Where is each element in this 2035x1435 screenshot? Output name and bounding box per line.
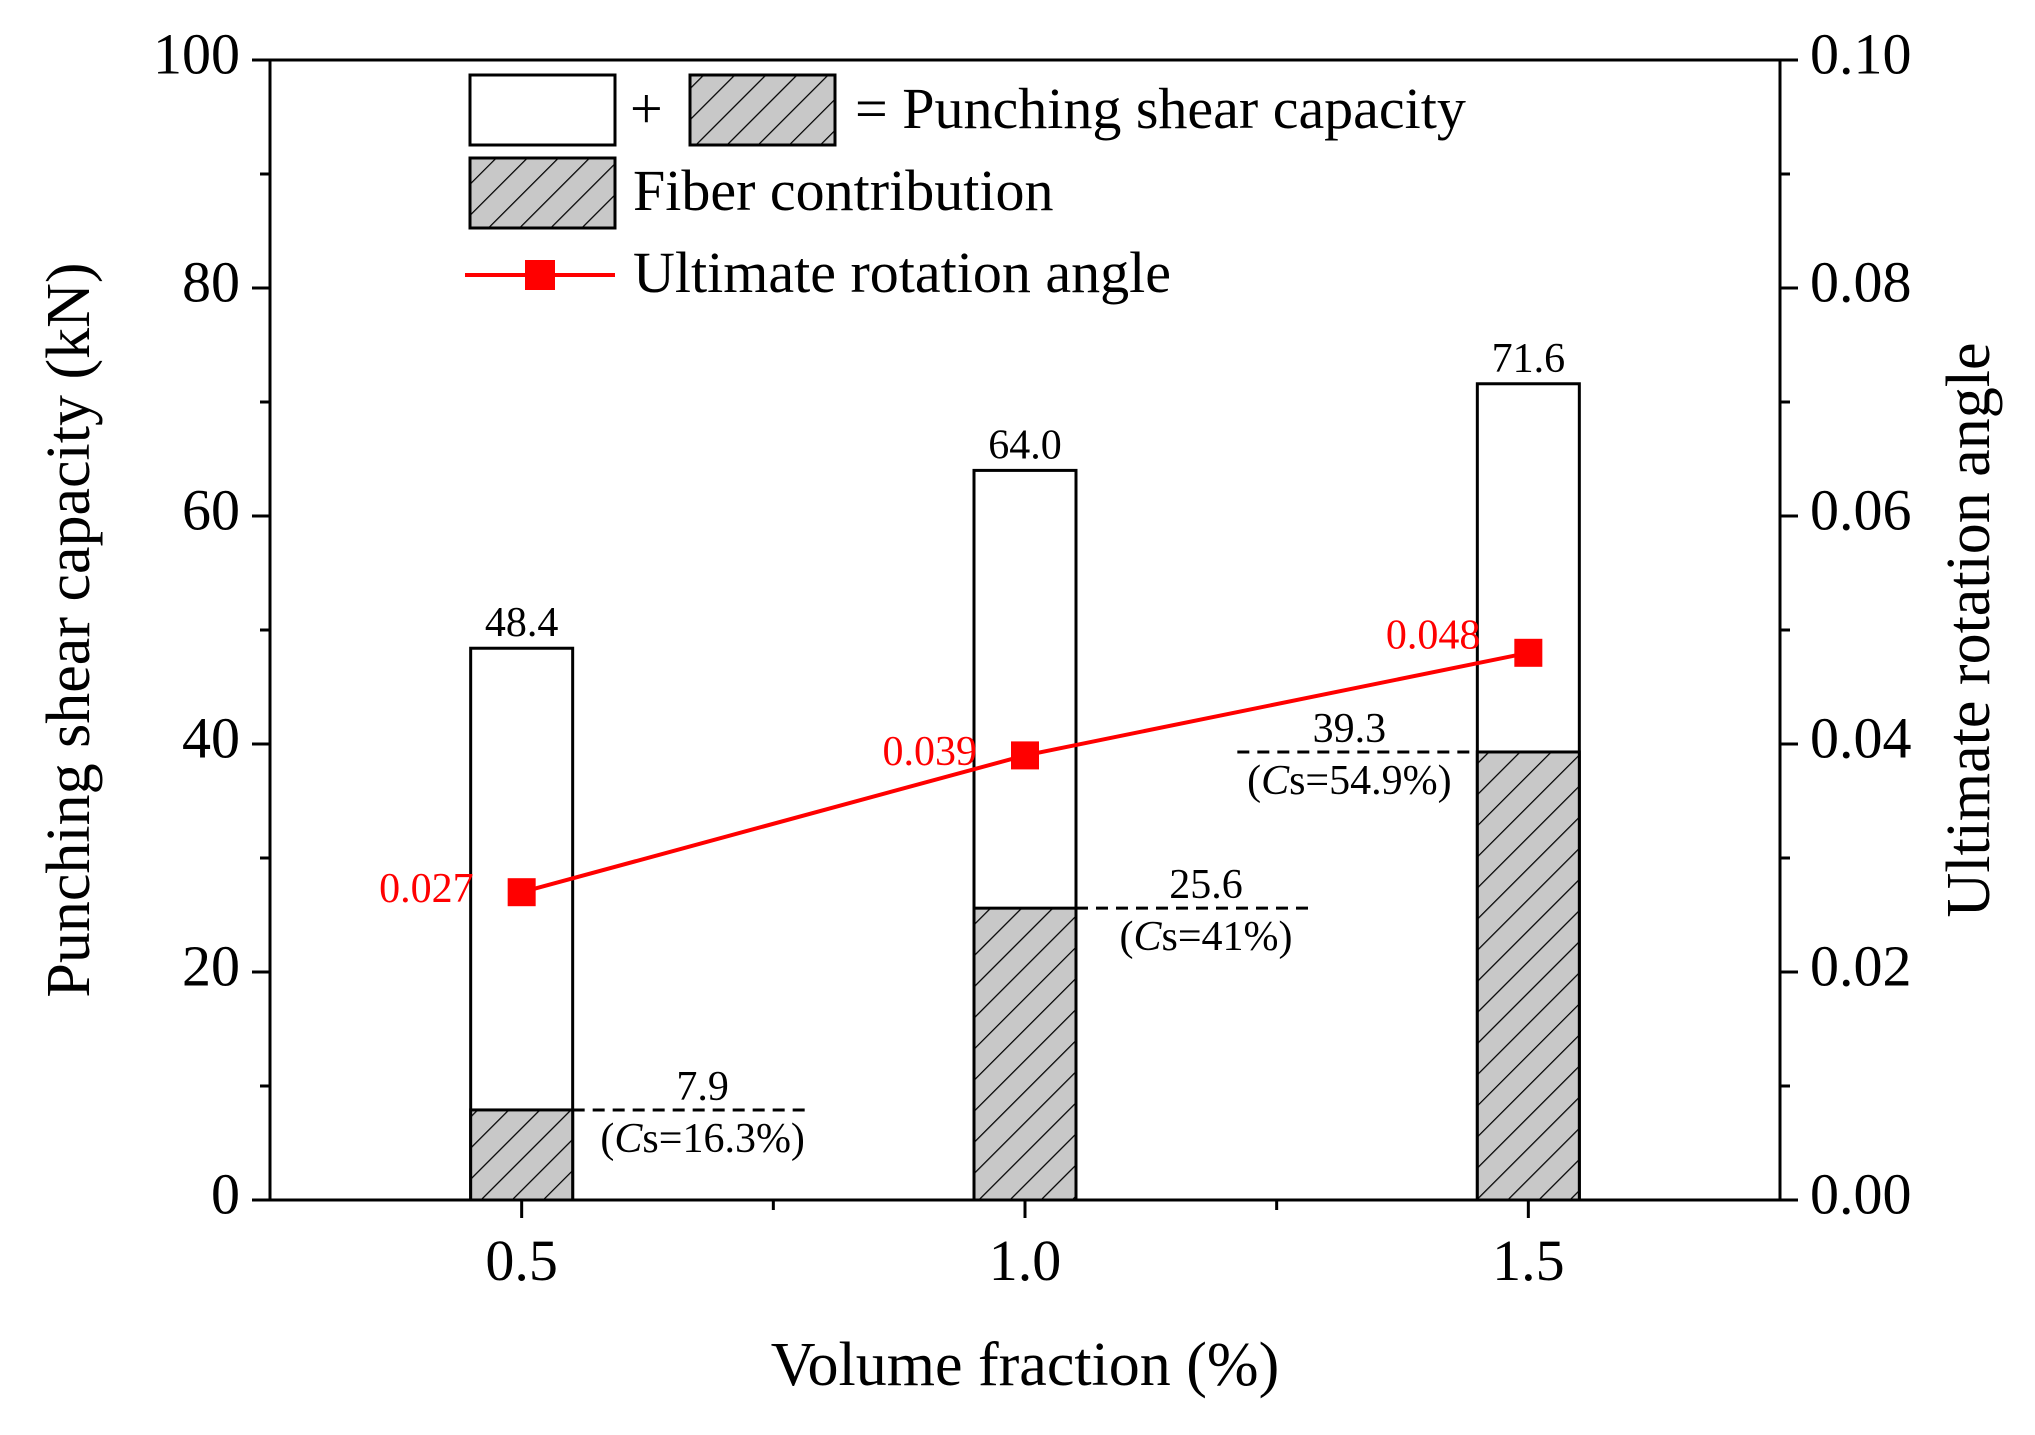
legend: + = Punching shear capacity Fiber contri… [465, 73, 1466, 305]
x-tick-label: 1.5 [1492, 1228, 1565, 1293]
y-tick-label: 60 [182, 477, 240, 542]
y-tick-label: 20 [182, 933, 240, 998]
bar-fiber-label: 7.9 [676, 1064, 729, 1110]
y2-axis-title: Ultimate rotation angle [1935, 342, 2003, 917]
ticks-layer: 0 20 40 60 80 100 0.00 0.02 0.04 0.06 0.08 0.10 0.5 1… [153, 21, 1912, 1293]
legend-fiber-swatch [468, 156, 617, 230]
y-tick-label: 80 [182, 249, 240, 314]
cs-label: (Cs=54.9%) [1247, 758, 1452, 804]
line-layer: 0.027 0.039 0.048 [379, 612, 1543, 912]
bar-total-label: 64.0 [988, 422, 1062, 468]
bar-fiber-label: 39.3 [1313, 706, 1387, 752]
x-axis-title: Volume fraction (%) [771, 1331, 1279, 1399]
y2-tick-label: 0.00 [1810, 1161, 1912, 1226]
x-tick-label: 1.0 [989, 1228, 1062, 1293]
y2-tick-label: 0.02 [1810, 933, 1912, 998]
bar-total-label: 71.6 [1492, 336, 1566, 382]
y-tick-label: 40 [182, 705, 240, 770]
angle-label: 0.048 [1386, 612, 1481, 658]
cs-label: (Cs=16.3%) [600, 1116, 805, 1162]
angle-label: 0.039 [883, 729, 978, 775]
legend-total-text: = Punching shear capacity [855, 76, 1466, 141]
legend-angle-marker [525, 260, 555, 290]
y2-tick-label: 0.08 [1810, 249, 1912, 314]
bar-total-label: 48.4 [485, 600, 559, 646]
angle-label: 0.027 [379, 866, 474, 912]
legend-fiber-swatch-small [688, 73, 837, 147]
angle-marker [1514, 638, 1543, 667]
x-tick-label: 0.5 [485, 1228, 558, 1293]
bar-fiber [1475, 750, 1581, 1202]
bar-total [469, 646, 575, 1202]
y-tick-label: 0 [211, 1161, 240, 1226]
legend-total-swatch [468, 73, 617, 147]
y2-tick-label: 0.10 [1810, 21, 1912, 86]
y-tick-label: 100 [153, 21, 240, 86]
angle-marker [1011, 741, 1039, 770]
bar-fiber [469, 1108, 575, 1202]
legend-plus: + [630, 76, 663, 141]
legend-angle-text: Ultimate rotation angle [633, 240, 1171, 305]
legend-fiber-text: Fiber contribution [633, 158, 1053, 223]
bar-fiber-label: 25.6 [1169, 862, 1243, 908]
angle-marker [507, 878, 536, 907]
cs-label: (Cs=41%) [1119, 914, 1292, 960]
y2-tick-label: 0.04 [1810, 705, 1912, 770]
bar-fiber [972, 906, 1078, 1202]
y-axis-title: Punching shear capacity (kN) [35, 262, 103, 997]
y2-tick-label: 0.06 [1810, 477, 1912, 542]
bars-layer: 48.4 7.9 (Cs=16.3%) 64.0 25.6 (Cs=41%) 71.6 39.… [469, 336, 1581, 1202]
